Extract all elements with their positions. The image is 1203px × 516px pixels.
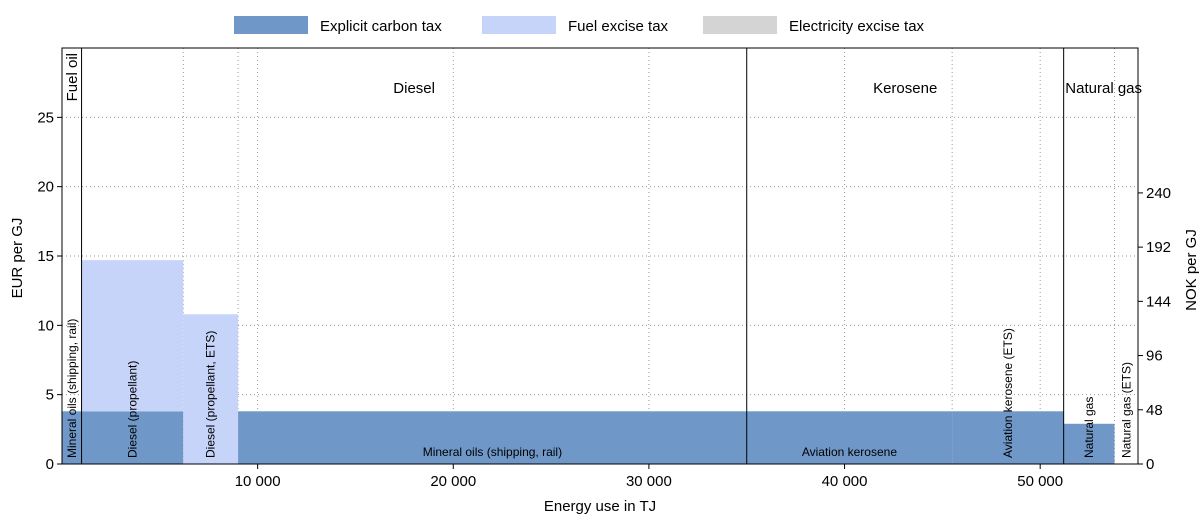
y-tick-label: 5: [46, 387, 54, 404]
y-axis-label-right: NOK per GJ: [1183, 229, 1200, 311]
bar-carbon: [1063, 423, 1115, 464]
x-tick-label: 10 000: [235, 473, 281, 490]
segment-label: Diesel (propellant, ETS): [204, 331, 218, 458]
fuel-group-labels: Fuel oil Diesel Kerosene Natural gas: [64, 53, 1142, 101]
bar-carbon: [746, 411, 953, 464]
bar-carbon: [81, 411, 184, 464]
bar-carbon: [62, 411, 82, 464]
grid: [62, 48, 1138, 464]
x-tick-label: 50 000: [1017, 473, 1063, 490]
y-tick-label-right: 240: [1146, 185, 1171, 202]
y-tick-label-right: 144: [1146, 293, 1171, 310]
y-tick-label: 15: [37, 248, 54, 265]
bars: [62, 260, 1115, 464]
x-tick-label: 20 000: [430, 473, 476, 490]
bar-carbon: [952, 411, 1064, 464]
y-tick-label-right: 48: [1146, 402, 1163, 419]
segment-label: Diesel (propellant): [125, 361, 139, 458]
fuel-group-label: Natural gas: [1065, 80, 1142, 97]
segment-label: Natural gas (ETS): [1119, 362, 1133, 458]
y-tick-label: 10: [37, 317, 54, 334]
legend-label: Electricity excise tax: [789, 18, 925, 35]
segment-label: Aviation kerosene: [802, 445, 898, 459]
segment-labels: Mineral oils (shipping, rail) Diesel (pro…: [65, 319, 1133, 459]
y-tick-label: 25: [37, 109, 54, 126]
y-axis-label: EUR per GJ: [9, 218, 26, 299]
x-axis: 10 000 20 000 30 000 40 000 50 000: [235, 464, 1063, 490]
legend-swatch: [703, 16, 777, 34]
legend-swatch: [482, 16, 556, 34]
y-tick-label-right: 0: [1146, 456, 1154, 473]
segment-label: Natural gas: [1082, 397, 1096, 458]
segment-label: Mineral oils (shipping, rail): [65, 319, 79, 458]
legend: Explicit carbon tax Fuel excise tax Electr…: [234, 16, 925, 35]
bar-fuel: [81, 260, 184, 412]
x-tick-label: 30 000: [626, 473, 672, 490]
legend-label: Fuel excise tax: [568, 18, 669, 35]
y-tick-label: 20: [37, 179, 54, 196]
fuel-group-label: Fuel oil: [64, 53, 81, 101]
legend-swatch: [234, 16, 308, 34]
fuel-group-dividers: [81, 48, 1065, 464]
segment-label: Aviation kerosene (ETS): [1001, 328, 1015, 458]
bar-carbon: [238, 411, 747, 464]
fuel-group-label: Kerosene: [873, 80, 937, 97]
y-tick-label-right: 96: [1146, 348, 1163, 365]
bar-fuel: [183, 314, 239, 464]
segment-label: Mineral oils (shipping, rail): [423, 445, 562, 459]
y-axis-left: 0 5 10 15 20 25: [37, 109, 62, 473]
y-axis-right: 0 48 96 144 192 240: [1138, 185, 1171, 473]
y-tick-label-right: 192: [1146, 239, 1171, 256]
legend-label: Explicit carbon tax: [320, 18, 442, 35]
x-axis-label: Energy use in TJ: [544, 498, 656, 515]
y-tick-label: 0: [46, 456, 54, 473]
x-tick-label: 40 000: [822, 473, 868, 490]
fuel-group-label: Diesel: [393, 80, 435, 97]
